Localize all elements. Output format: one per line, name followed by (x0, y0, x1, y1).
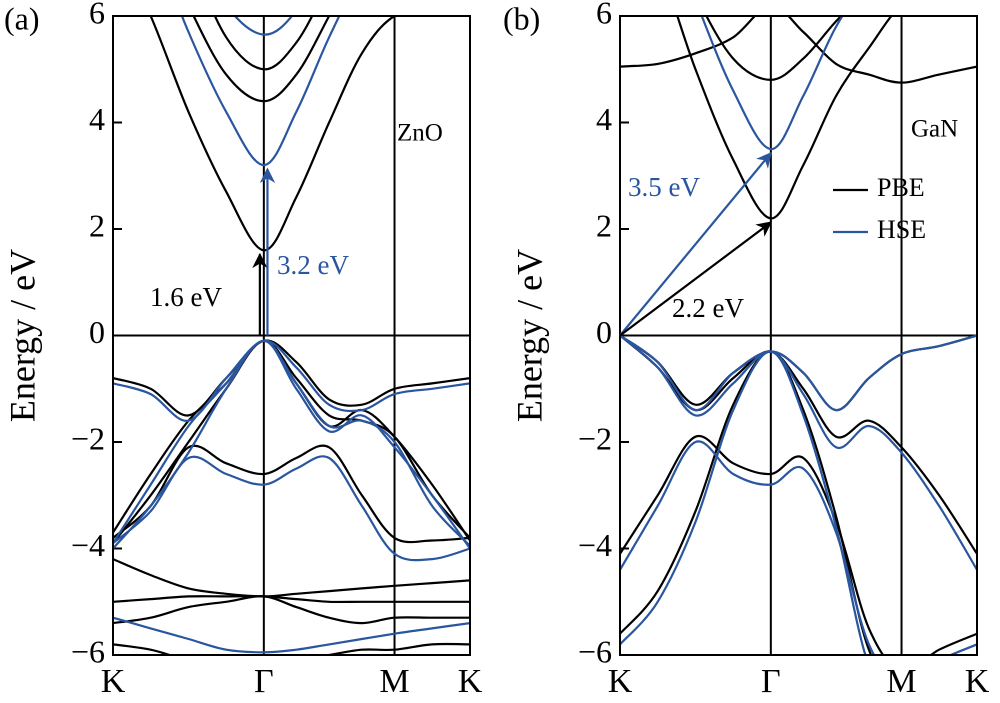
x-tick-label: M (379, 663, 409, 700)
band-line (113, 616, 470, 654)
band-line (620, 434, 977, 655)
band-line (113, 339, 470, 422)
panel-label: (a) (4, 0, 40, 36)
band-line (620, 350, 867, 655)
band-line (213, 16, 314, 71)
bands (113, 16, 470, 655)
x-tick-label: Γ (254, 663, 274, 700)
band-line (764, 16, 777, 18)
y-tick-label: 0 (89, 314, 105, 350)
annotation: GaN (911, 116, 958, 143)
band-line (180, 16, 341, 167)
y-tick-label: −6 (71, 633, 105, 669)
y-axis-label: Energy / eV (2, 249, 42, 422)
y-tick-label: −2 (578, 420, 612, 456)
band-line (113, 595, 470, 625)
band-line (700, 16, 844, 151)
gap-arrow (619, 221, 773, 337)
band-line (113, 339, 470, 417)
gap-arrow (619, 151, 772, 337)
band-line (676, 16, 893, 220)
panel-label: (b) (503, 0, 540, 36)
y-tick-label: 6 (596, 0, 612, 30)
band-line (113, 558, 470, 598)
annotation: 3.2 eV (277, 250, 349, 280)
y-tick-label: 6 (89, 0, 105, 30)
band-line (620, 334, 977, 412)
y-tick-label: −4 (578, 527, 612, 563)
y-tick-label: −2 (71, 420, 105, 456)
y-tick-label: −4 (71, 527, 105, 563)
y-tick-label: 2 (89, 207, 105, 243)
band-line (620, 16, 977, 84)
band-line (705, 16, 843, 82)
x-tick-label: M (886, 663, 916, 700)
annotation: ZnO (397, 120, 443, 147)
plot-frame (112, 15, 471, 656)
band-line (233, 16, 294, 36)
legend-label: HSE (877, 215, 926, 244)
annotation: 1.6 eV (150, 282, 222, 312)
x-tick-label: K (965, 663, 990, 700)
y-axis-label: Energy / eV (509, 249, 549, 422)
x-tick-label: K (458, 663, 483, 700)
y-tick-label: −6 (578, 633, 612, 669)
x-tick-label: K (101, 663, 126, 700)
band-line (620, 440, 977, 655)
band-line (113, 339, 470, 539)
band-line (113, 455, 470, 562)
x-tick-label: Γ (761, 663, 781, 700)
band-line (620, 350, 873, 655)
bands (620, 16, 977, 655)
annotation: 2.2 eV (672, 293, 744, 323)
y-tick-label: 2 (596, 207, 612, 243)
band-line (113, 595, 470, 604)
legend-label: PBE (877, 173, 925, 202)
annotation: 3.5 eV (628, 172, 700, 202)
band-line (192, 16, 331, 103)
band-line (113, 642, 470, 655)
y-tick-label: 4 (596, 101, 612, 137)
band-line (113, 444, 470, 544)
band-line (149, 16, 397, 252)
y-tick-label: 0 (596, 314, 612, 350)
y-tick-label: 4 (89, 101, 105, 137)
x-tick-label: K (608, 663, 633, 700)
band-line (620, 334, 977, 571)
